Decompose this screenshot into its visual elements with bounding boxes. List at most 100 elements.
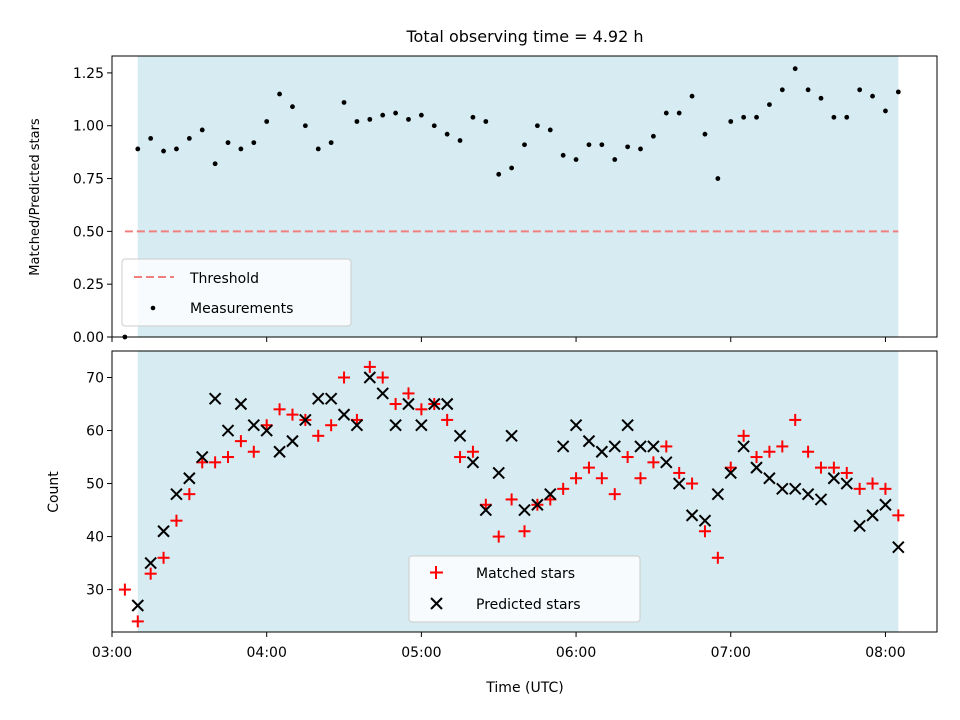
matched-star-point bbox=[454, 451, 467, 464]
matched-star-point bbox=[273, 403, 286, 416]
ratio-legend: Threshold Measurements bbox=[121, 258, 352, 327]
predicted-star-point bbox=[776, 482, 789, 496]
measurement-point bbox=[715, 176, 721, 181]
measurement-point bbox=[496, 171, 502, 177]
matched-star-point bbox=[750, 451, 763, 464]
measurement-point bbox=[534, 123, 540, 129]
predicted-star-point bbox=[608, 440, 621, 453]
x-tick-label: 03:00 bbox=[92, 645, 132, 661]
matched-star-point bbox=[789, 413, 802, 426]
measurement-point bbox=[238, 146, 244, 152]
legend-measurements-swatch bbox=[150, 305, 156, 311]
matched-star-point bbox=[492, 530, 505, 543]
predicted-star-point bbox=[131, 599, 144, 612]
predicted-star-point bbox=[853, 519, 866, 533]
matched-star-point bbox=[518, 525, 531, 538]
measurement-point bbox=[573, 157, 579, 162]
matched-star-point bbox=[892, 509, 905, 522]
measurement-point bbox=[754, 114, 759, 120]
predicted-star-point bbox=[363, 371, 377, 384]
matched-star-point bbox=[711, 551, 724, 564]
predicted-star-point bbox=[531, 498, 544, 511]
matched-star-point bbox=[222, 451, 235, 464]
predicted-star-point bbox=[634, 440, 647, 453]
y-tick-label: 40 bbox=[86, 530, 104, 546]
predicted-star-point bbox=[157, 525, 170, 538]
y-tick-label: 60 bbox=[86, 424, 104, 440]
measurement-point bbox=[741, 114, 747, 120]
matched-star-point bbox=[595, 472, 608, 485]
count-x-ticks: 03:00 04:00 05:00 06:00 07:00 08:00 bbox=[92, 632, 906, 661]
matched-star-point bbox=[131, 615, 144, 628]
predicted-star-point bbox=[647, 440, 660, 453]
matched-star-point bbox=[827, 461, 840, 474]
matched-star-point bbox=[557, 482, 570, 495]
y-tick-label: 70 bbox=[86, 371, 104, 387]
measurement-point bbox=[341, 100, 347, 105]
predicted-star-point bbox=[801, 487, 815, 501]
matched-star-point bbox=[840, 466, 853, 479]
predicted-star-point bbox=[234, 397, 248, 411]
matched-star-point bbox=[570, 472, 583, 485]
y-tick-label: 1.25 bbox=[73, 66, 104, 82]
matched-star-point bbox=[415, 403, 428, 416]
ratio-panel: 0.00 0.25 0.50 0.75 1.00 1.25 Total observing… bbox=[28, 27, 938, 346]
predicted-star-point bbox=[440, 397, 454, 411]
measurement-point bbox=[457, 138, 463, 143]
predicted-star-point bbox=[505, 429, 518, 443]
predicted-star-point bbox=[814, 493, 828, 506]
measurement-point bbox=[264, 119, 270, 124]
measurement-points bbox=[122, 66, 901, 340]
matched-star-point bbox=[376, 371, 389, 384]
measurement-point bbox=[251, 140, 257, 146]
predicted-star-point bbox=[685, 509, 699, 522]
predicted-star-point bbox=[466, 456, 480, 469]
measurement-point bbox=[161, 148, 166, 154]
measurement-point bbox=[354, 119, 360, 124]
x-tick-label: 06:00 bbox=[556, 645, 596, 661]
chart-title: Total observing time = 4.92 h bbox=[405, 27, 643, 46]
matched-star-point bbox=[814, 461, 827, 474]
predicted-star-point bbox=[788, 482, 802, 496]
matched-star-point bbox=[466, 445, 479, 458]
matched-star-point bbox=[879, 482, 892, 495]
predicted-star-point bbox=[402, 397, 415, 411]
predicted-star-point bbox=[621, 419, 634, 432]
matched-star-point bbox=[247, 445, 260, 458]
measurement-point bbox=[186, 135, 192, 141]
matched-star-point bbox=[660, 440, 673, 453]
predicted-star-point bbox=[415, 419, 428, 432]
matched-star-point bbox=[286, 408, 299, 421]
predicted-star-point bbox=[569, 419, 583, 432]
predicted-star-point bbox=[724, 466, 737, 480]
count-legend-box bbox=[408, 555, 641, 623]
count-legend: Matched stars Predicted stars bbox=[408, 555, 641, 623]
count-panel: 30 40 50 60 70 03:00 04:00 05:00 06:00 07:00 08:0… bbox=[46, 350, 938, 696]
predicted-star-point bbox=[428, 397, 441, 411]
predicted-star-point bbox=[737, 440, 750, 453]
matched-star-point bbox=[853, 482, 866, 495]
matched-star-point bbox=[312, 429, 325, 442]
legend-predicted-swatch bbox=[430, 597, 443, 610]
matched-star-point bbox=[647, 456, 660, 469]
measurement-point bbox=[599, 142, 605, 148]
matched-star-point bbox=[866, 477, 879, 490]
predicted-star-point bbox=[544, 487, 557, 501]
matched-star-point bbox=[634, 472, 647, 485]
y-tick-label: 1.00 bbox=[73, 119, 104, 135]
matched-star-point bbox=[441, 413, 454, 426]
matched-star-point bbox=[673, 466, 686, 479]
predicted-star-point bbox=[453, 429, 467, 443]
ratio-legend-box bbox=[121, 258, 352, 327]
matched-star-point bbox=[209, 456, 222, 469]
predicted-star-point bbox=[892, 540, 905, 554]
measurement-point bbox=[728, 119, 734, 124]
measurement-point bbox=[883, 108, 888, 114]
legend-measurements-label: Measurements bbox=[190, 301, 293, 317]
y-tick-label: 50 bbox=[86, 477, 104, 493]
y-tick-label: 0.00 bbox=[73, 330, 104, 346]
y-tick-label: 0.50 bbox=[73, 224, 104, 240]
measurement-point bbox=[483, 119, 489, 124]
predicted-star-point bbox=[247, 419, 261, 432]
